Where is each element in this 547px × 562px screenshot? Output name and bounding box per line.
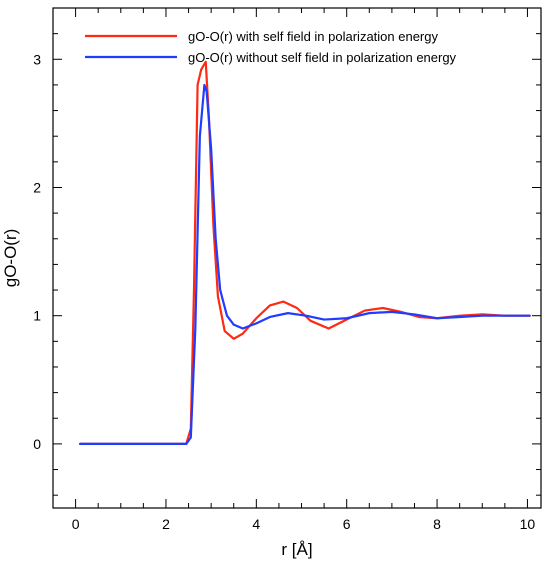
x-tick-label: 10 — [520, 516, 536, 532]
series-layer — [80, 62, 530, 444]
legend: gO-O(r) with self field in polarization … — [85, 29, 457, 65]
x-tick-label: 2 — [162, 516, 170, 532]
y-tick-label: 1 — [33, 308, 41, 324]
legend-label-1: gO-O(r) with self field in polarization … — [188, 29, 438, 44]
series-line-2 — [80, 85, 530, 444]
y-tick-label: 3 — [33, 51, 41, 67]
x-tick-label: 6 — [343, 516, 351, 532]
plot-border — [53, 8, 541, 508]
y-tick-label: 0 — [33, 436, 41, 452]
y-axis-label: gO-O(r) — [1, 229, 20, 288]
x-tick-label: 8 — [433, 516, 441, 532]
x-tick-label: 0 — [72, 516, 80, 532]
plot-frame — [53, 8, 541, 508]
x-tick-label: 4 — [252, 516, 260, 532]
x-axis-label: r [Å] — [281, 540, 312, 559]
legend-label-2: gO-O(r) without self field in polarizati… — [188, 50, 457, 65]
y-tick-label: 2 — [33, 179, 41, 195]
series-line-1 — [80, 62, 530, 444]
y-axis-ticks: 0 1 2 3 — [33, 8, 541, 495]
x-axis-ticks: 0 2 4 6 8 10 — [53, 8, 535, 532]
